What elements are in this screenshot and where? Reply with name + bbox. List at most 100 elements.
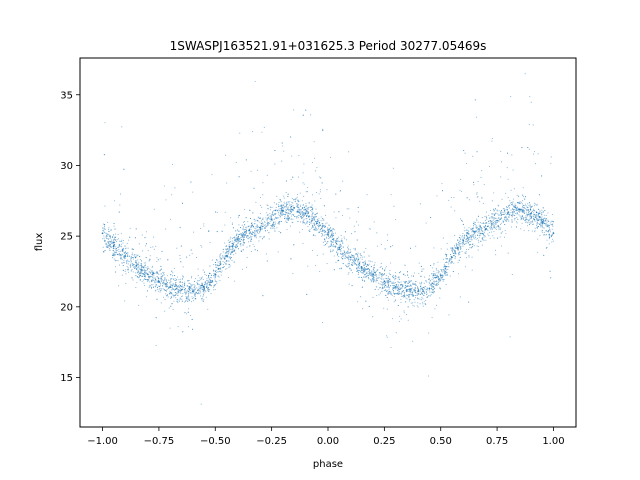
data-point	[235, 252, 237, 254]
data-point	[427, 289, 429, 291]
data-point	[176, 247, 178, 249]
data-point	[498, 210, 500, 212]
data-point	[463, 149, 465, 152]
data-point	[446, 273, 448, 275]
data-point	[227, 251, 229, 253]
data-point	[433, 270, 435, 273]
data-point	[283, 197, 285, 199]
data-point	[511, 221, 513, 223]
data-point	[340, 245, 342, 247]
data-point	[400, 293, 403, 295]
data-point	[533, 210, 535, 212]
data-point	[167, 279, 170, 281]
data-point	[228, 257, 230, 259]
data-point	[238, 224, 240, 226]
data-point	[275, 206, 277, 209]
data-point	[512, 209, 515, 211]
data-point	[443, 279, 445, 281]
data-point	[165, 283, 167, 285]
data-point	[532, 221, 534, 223]
data-point	[420, 282, 422, 284]
data-point	[237, 216, 239, 218]
data-point	[410, 302, 412, 304]
data-point	[112, 252, 114, 254]
data-point	[278, 208, 280, 210]
data-point	[247, 241, 250, 243]
data-point	[338, 249, 340, 251]
data-point	[194, 293, 196, 295]
data-point	[287, 209, 290, 211]
data-point	[171, 278, 173, 280]
data-point	[446, 253, 448, 256]
data-point	[365, 276, 367, 278]
data-point	[149, 285, 151, 287]
data-point	[373, 270, 375, 272]
data-point	[143, 265, 145, 268]
data-point	[436, 282, 438, 284]
data-point	[445, 274, 447, 276]
data-point	[280, 204, 282, 206]
data-point	[104, 228, 106, 231]
data-point	[168, 307, 170, 309]
data-point	[373, 278, 375, 280]
data-point	[111, 242, 114, 244]
data-point	[301, 211, 303, 213]
data-point	[332, 245, 334, 247]
data-point	[347, 265, 349, 267]
data-point	[186, 296, 188, 298]
data-point	[411, 293, 413, 295]
data-point	[344, 238, 346, 240]
data-point	[466, 229, 468, 231]
data-point	[278, 201, 280, 203]
data-point	[509, 214, 511, 216]
data-point	[266, 225, 268, 227]
data-point	[199, 289, 201, 291]
data-point	[149, 275, 151, 277]
data-point	[151, 266, 153, 268]
data-point	[448, 199, 450, 201]
data-point	[461, 219, 463, 221]
data-point	[541, 226, 543, 228]
data-point	[159, 269, 162, 271]
data-point	[318, 193, 320, 195]
data-point	[176, 292, 178, 294]
data-point	[491, 200, 493, 202]
data-point	[159, 291, 161, 293]
data-point	[478, 224, 480, 226]
data-point	[330, 251, 332, 253]
data-point	[270, 224, 272, 226]
data-point	[228, 249, 230, 251]
data-point	[491, 140, 493, 142]
data-point	[315, 226, 317, 228]
data-point	[220, 274, 222, 276]
data-point	[203, 271, 205, 273]
data-point	[451, 249, 453, 251]
data-point	[243, 221, 245, 223]
data-point	[347, 259, 350, 261]
data-point	[338, 240, 340, 242]
data-point	[170, 298, 172, 300]
data-point	[127, 271, 130, 273]
data-point	[323, 225, 325, 227]
data-point	[314, 228, 316, 230]
data-point	[120, 233, 122, 235]
data-point	[240, 233, 242, 235]
data-point	[120, 240, 122, 242]
data-point	[356, 221, 358, 223]
data-point	[205, 296, 207, 298]
data-point	[183, 301, 186, 303]
data-point	[514, 203, 516, 205]
data-point	[307, 208, 309, 210]
data-point	[405, 280, 407, 282]
data-point	[170, 281, 172, 283]
data-point	[340, 252, 342, 254]
data-point	[495, 212, 497, 214]
data-point	[125, 247, 127, 249]
data-point	[202, 295, 204, 297]
data-point	[200, 288, 202, 290]
data-point	[145, 231, 147, 233]
data-point	[346, 239, 348, 241]
data-point	[501, 209, 503, 212]
data-point	[126, 266, 128, 268]
data-point	[410, 285, 412, 287]
